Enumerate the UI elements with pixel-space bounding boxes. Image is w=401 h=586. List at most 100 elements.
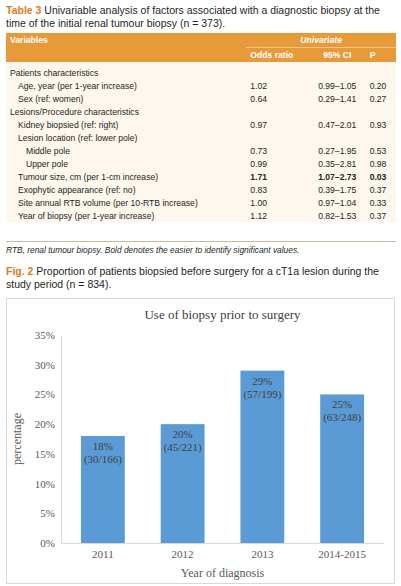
table-row: Middle pole0.730.27–1.950.53 [6, 144, 396, 157]
data-label: 25% [332, 398, 352, 410]
cell: 1.00 [246, 196, 309, 209]
bar [320, 394, 364, 543]
count-label: (30/166) [84, 453, 122, 466]
y-axis-line [61, 336, 62, 544]
data-label: 20% [173, 428, 193, 440]
section-title: Patients characteristics [6, 62, 396, 79]
data-label: 29% [252, 375, 272, 387]
row-label: Middle pole [6, 144, 246, 157]
section-row: Lesions/Procedure characteristics [6, 105, 396, 118]
cell: 0.97 [246, 118, 309, 131]
x-axis-title: Year of diagnosis [181, 566, 265, 580]
y-tick-label: 15% [35, 448, 55, 460]
cell: 1.12 [246, 209, 309, 222]
row-label: Upper pole [6, 157, 246, 170]
row-label: Age, year (per 1-year increase) [6, 79, 246, 92]
table-row: Exophytic appearance (ref: no)0.830.39–1… [6, 183, 396, 196]
figure-caption-text: Proportion of patients biopsied before s… [6, 265, 379, 290]
x-tick: 2011 [92, 543, 114, 560]
x-tick-label: 2012 [172, 548, 194, 560]
table-row: Sex (ref: women)0.640.29–1.410.27 [6, 92, 396, 105]
row-label: Exophytic appearance (ref: no) [6, 183, 246, 196]
x-tick: 2013 [251, 543, 273, 560]
x-tick: 2014-2015 [318, 543, 366, 560]
cell [309, 131, 366, 144]
table: VariablesUnivariateOdds ratio95% CIPPati… [6, 33, 396, 222]
cell: 0.27 [366, 92, 396, 105]
row-label: Tumour size, cm (per 1-cm increase) [6, 170, 246, 183]
y-tick: 25% [35, 388, 61, 400]
y-axis: 0% 5% 10% 15% 20% 25% 30% 35% [35, 329, 62, 549]
header-cell: Variables [6, 33, 246, 62]
data-labels: 18%(30/166) 20%(45/221) 29%(57/199) 25%(63/… [84, 375, 361, 466]
y-tick: 30% [35, 359, 61, 371]
chart-title: Use of biopsy prior to surgery [144, 307, 301, 322]
cell: 0.37 [366, 183, 396, 196]
header-cell: 95% CI [309, 48, 366, 63]
cell: 1.07–2.73 [309, 170, 366, 183]
cell [366, 131, 396, 144]
cell: 0.33 [366, 196, 396, 209]
header-cell: Univariate [246, 33, 396, 48]
y-tick-label: 0% [40, 537, 55, 549]
y-tick-label: 25% [35, 388, 55, 400]
y-tick-label: 10% [35, 478, 55, 490]
bar [240, 371, 284, 543]
table-row: Tumour size, cm (per 1-cm increase)1.711… [6, 170, 396, 183]
cell: 0.37 [366, 209, 396, 222]
cell: 0.83 [246, 183, 309, 196]
section-title: Lesions/Procedure characteristics [6, 105, 396, 118]
cell: 0.73 [246, 144, 309, 157]
y-tick: 5% [40, 507, 61, 519]
table-row: Year of biopsy (per 1-year increase)1.12… [6, 209, 396, 222]
section-row: Patients characteristics [6, 62, 396, 79]
y-tick: 35% [35, 329, 61, 341]
y-axis-title: percentage [10, 413, 24, 465]
figure-caption: Fig. 2 Proportion of patients biopsied b… [6, 265, 396, 291]
x-tick: 2012 [172, 543, 194, 560]
cell: 0.35–2.81 [309, 157, 366, 170]
x-axis-line [62, 543, 385, 544]
y-tick: 10% [35, 478, 61, 490]
count-label: (45/221) [164, 441, 202, 454]
y-tick-label: 30% [35, 359, 55, 371]
data-label: 18% [93, 440, 113, 452]
bar [81, 436, 125, 543]
y-tick-label: 35% [35, 329, 55, 341]
y-tick: 0% [40, 537, 61, 549]
cell: 0.53 [366, 144, 396, 157]
figure-label: Fig. 2 [6, 265, 33, 277]
cell: 0.20 [366, 79, 396, 92]
cell: 0.93 [366, 118, 396, 131]
chart: Use of biopsy prior to surgery 0% 5% 10% 15%… [6, 298, 395, 584]
header-cell: Odds ratio [246, 48, 309, 63]
table-row: Upper pole0.990.35–2.810.98 [6, 157, 396, 170]
cell: 1.02 [246, 79, 309, 92]
bar [161, 424, 205, 543]
count-label: (63/248) [323, 411, 361, 424]
table-row: Site annual RTB volume (per 10-RTB incre… [6, 196, 396, 209]
row-label: Year of biopsy (per 1-year increase) [6, 209, 246, 222]
cell: 0.47–2.01 [309, 118, 366, 131]
row-label: Lesion location (ref: lower pole) [6, 131, 246, 144]
row-label: Kidney biopsied (ref: right) [6, 118, 246, 131]
x-tick-label: 2014-2015 [318, 548, 366, 560]
y-tick-label: 20% [35, 418, 55, 430]
cell: 0.39–1.75 [309, 183, 366, 196]
x-tick-label: 2011 [92, 548, 114, 560]
row-label: Site annual RTB volume (per 10-RTB incre… [6, 196, 246, 209]
bars [81, 371, 364, 543]
table-row: Kidney biopsied (ref: right)0.970.47–2.0… [6, 118, 396, 131]
x-tick-label: 2013 [251, 548, 273, 560]
count-label: (57/199) [243, 388, 281, 401]
cell: 1.71 [246, 170, 309, 183]
cell: 0.03 [366, 170, 396, 183]
cell: 0.99 [246, 157, 309, 170]
table-title: Univariable analysis of factors associat… [6, 4, 380, 29]
x-axis: 2011 2012 2013 2014-2015 [62, 543, 385, 560]
cell [246, 131, 309, 144]
y-tick: 20% [35, 418, 61, 430]
y-tick: 15% [35, 448, 61, 460]
cell: 0.29–1.41 [309, 92, 366, 105]
cell: 0.97–1.04 [309, 196, 366, 209]
